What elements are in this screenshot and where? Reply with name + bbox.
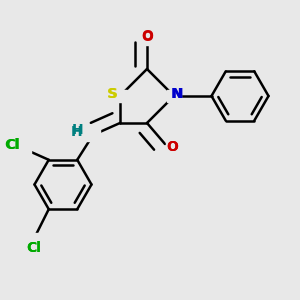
Text: Cl: Cl: [5, 138, 20, 152]
Bar: [86, 129, 100, 141]
Text: O: O: [167, 140, 178, 154]
Text: S: S: [108, 87, 118, 101]
Text: Cl: Cl: [26, 241, 41, 255]
Bar: [140, 33, 154, 45]
Bar: [13, 142, 31, 154]
Text: O: O: [141, 30, 153, 44]
Bar: [167, 90, 181, 102]
Bar: [25, 233, 43, 245]
Text: H: H: [71, 125, 82, 139]
Text: Cl: Cl: [26, 241, 41, 255]
Bar: [166, 141, 179, 153]
Bar: [113, 90, 127, 102]
Text: S: S: [107, 87, 118, 100]
Text: H: H: [72, 124, 84, 137]
Text: N: N: [171, 87, 183, 100]
Text: Cl: Cl: [4, 138, 19, 152]
Text: O: O: [141, 29, 153, 43]
Text: O: O: [167, 140, 178, 154]
Text: N: N: [172, 87, 183, 101]
